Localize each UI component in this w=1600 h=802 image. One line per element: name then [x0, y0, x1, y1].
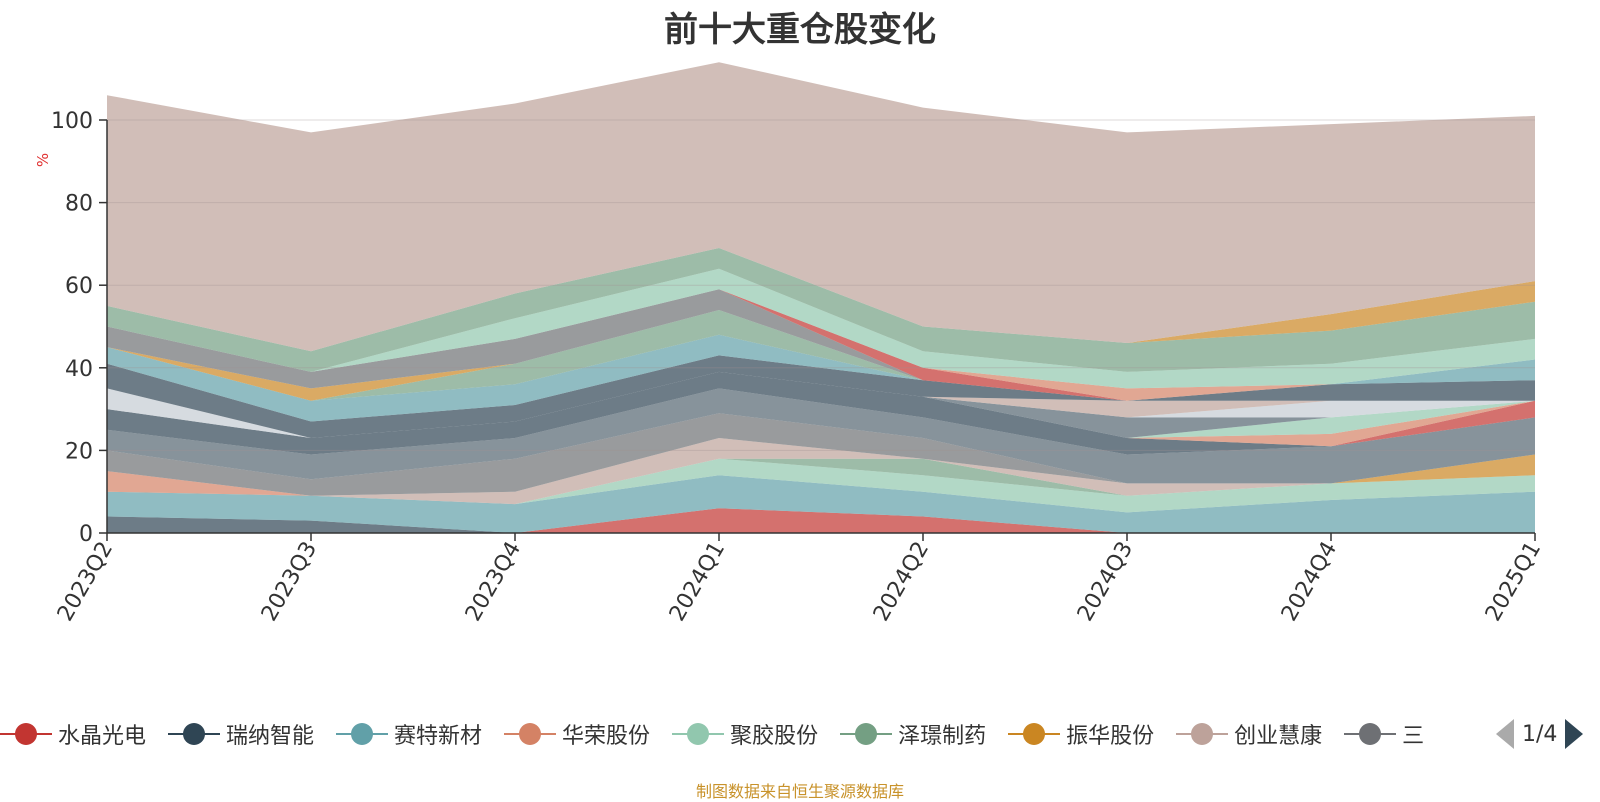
legend-label: 泽璟制药 [898, 724, 987, 749]
legend-label: 三 [1402, 724, 1425, 749]
next-page-icon[interactable] [1565, 719, 1584, 749]
y-tick-label: 0 [79, 522, 93, 547]
x-tick-label: 2025Q1 [1481, 538, 1546, 626]
x-tick-label: 2023Q4 [461, 538, 526, 626]
legend-label: 创业慧康 [1234, 724, 1323, 749]
area-series-7 [107, 438, 1535, 505]
legend-label: 聚胶股份 [730, 724, 819, 749]
legend-item[interactable]: 三 [1344, 712, 1424, 756]
x-tick-label: 2024Q3 [1073, 538, 1138, 626]
x-tick-labels: 2023Q2 2023Q3 2023Q4 2024Q1 2024Q2 2024Q3 2024… [53, 538, 1546, 626]
area-series-20 [107, 334, 1535, 422]
area-series-1 [107, 508, 1535, 533]
legend-marker-icon [1176, 720, 1229, 748]
area-series-21 [107, 310, 1535, 401]
legend-marker-icon [504, 720, 557, 748]
legend-label: 水晶光电 [58, 724, 147, 749]
data-source-note: 制图数据来自恒生聚源数据库 [695, 782, 904, 801]
legend-label: 华荣股份 [562, 724, 651, 749]
stacked-areas [107, 62, 1535, 533]
area-series-12 [107, 371, 1535, 455]
legend-item[interactable]: 华荣股份 [504, 712, 650, 756]
legend-pager: 1/4 [1496, 716, 1584, 752]
y-tick-labels: 0 20 40 60 80 100 [51, 109, 93, 547]
legend: 水晶光电 瑞纳智能 赛特新材 华荣股份 聚胶股份 泽璟制药 振华股份 创业慧康 三 [0, 712, 1480, 756]
grid-lines [107, 119, 1535, 451]
y-tick-label: 80 [65, 192, 93, 217]
x-tick-label: 2023Q3 [257, 538, 322, 626]
x-tick-label: 2024Q2 [869, 538, 934, 626]
prev-page-icon[interactable] [1496, 719, 1514, 749]
axes [99, 119, 1536, 541]
area-series-9 [107, 388, 1535, 484]
legend-item[interactable]: 振华股份 [1008, 712, 1154, 756]
legend-item[interactable]: 泽璟制药 [840, 712, 986, 756]
page-indicator: 1/4 [1522, 721, 1558, 747]
legend-marker-icon [336, 720, 389, 748]
area-series-4 [107, 458, 1535, 513]
x-tick-label: 2024Q1 [665, 538, 730, 626]
x-tick-label: 2023Q2 [53, 538, 118, 626]
y-tick-label: 100 [51, 109, 93, 134]
legend-marker-icon [1344, 720, 1397, 748]
area-series-30 [107, 62, 1535, 352]
legend-item[interactable]: 赛特新材 [336, 712, 482, 756]
area-series-28 [107, 248, 1535, 372]
area-series-16 [107, 371, 1535, 438]
area-series-19 [107, 355, 1535, 438]
area-series-24 [107, 289, 1535, 401]
legend-label: 赛特新材 [394, 724, 483, 749]
chart-title: 前十大重仓股变化 [664, 10, 936, 50]
legend-marker-icon [672, 720, 725, 748]
legend-item[interactable]: 聚胶股份 [672, 712, 818, 756]
area-series-8 [107, 413, 1535, 496]
legend-marker-icon [0, 720, 52, 748]
area-series-18 [107, 371, 1535, 438]
legend-item[interactable]: 水晶光电 [0, 712, 146, 756]
y-tick-label: 40 [65, 357, 93, 382]
legend-item[interactable]: 瑞纳智能 [168, 712, 314, 756]
y-tick-label: 60 [65, 274, 93, 299]
y-tick-label: 20 [65, 439, 93, 464]
area-series-27 [107, 268, 1535, 389]
legend-label: 瑞纳智能 [226, 724, 315, 749]
x-tick-label: 2024Q4 [1277, 538, 1342, 626]
legend-item[interactable]: 创业慧康 [1176, 712, 1322, 756]
legend-label: 振华股份 [1066, 724, 1155, 749]
area-series-2 [107, 475, 1535, 533]
area-series-0 [107, 508, 1535, 533]
legend-marker-icon [1008, 720, 1061, 748]
legend-marker-icon [168, 720, 221, 748]
y-axis-unit: % [34, 153, 52, 167]
legend-marker-icon [840, 720, 893, 748]
